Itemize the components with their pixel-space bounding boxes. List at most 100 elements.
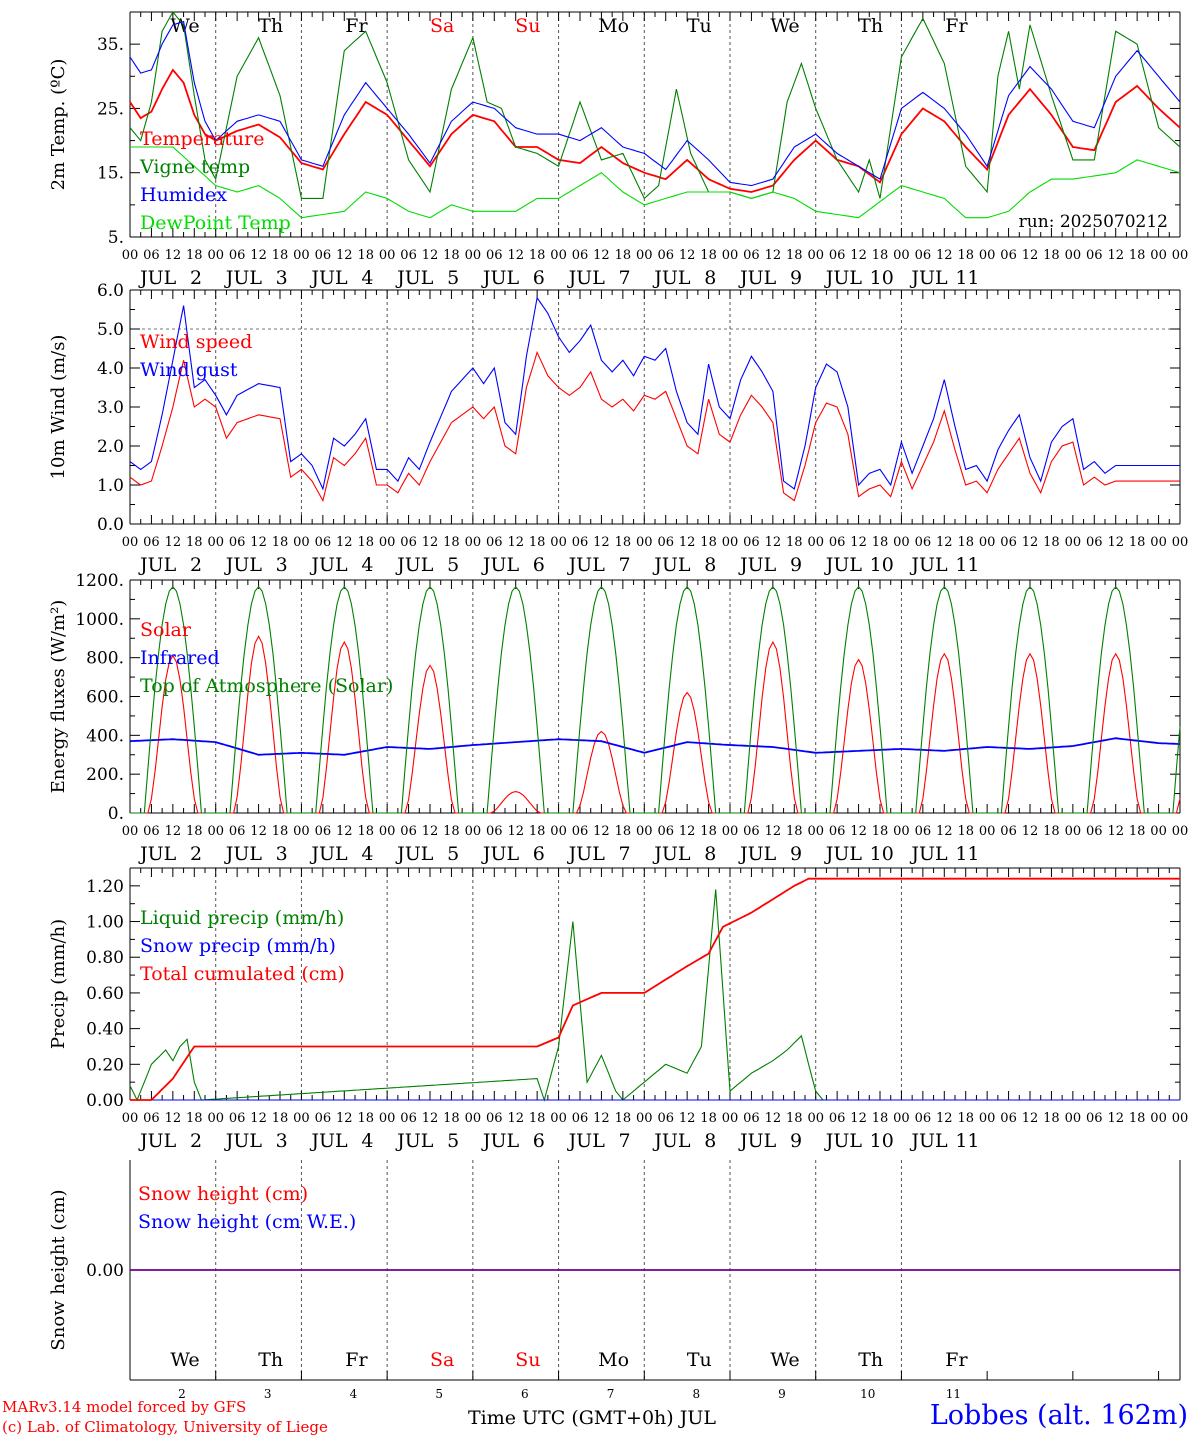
x-hour-label: 06: [1086, 1111, 1103, 1126]
x-day-label: 6: [521, 1387, 529, 1401]
y-tick-label: 0.00: [86, 1261, 124, 1281]
x-hour-label: 00: [122, 248, 139, 263]
x-day-label: 7: [619, 554, 631, 576]
x-hour-label: 12: [593, 824, 610, 839]
x-month-label: JUL: [224, 554, 263, 576]
x-hour-label: 00: [979, 824, 996, 839]
legend-entry: Vigne temp: [139, 156, 250, 178]
x-month-label: JUL: [481, 843, 520, 865]
x-day-label: 8: [704, 267, 716, 289]
x-hour-label: 18: [443, 535, 460, 550]
x-hour-label: 12: [593, 248, 610, 263]
x-day-label: 8: [704, 1130, 716, 1152]
legend-entry: Humidex: [140, 184, 227, 206]
x-hour-label: 12: [250, 1111, 267, 1126]
x-day-label: 6: [533, 267, 545, 289]
weekday-label: Fr: [945, 15, 968, 37]
x-hour-label: 12: [679, 824, 696, 839]
weekday-label: Mo: [598, 1349, 629, 1371]
x-hour-label: 12: [1022, 824, 1039, 839]
x-day-label: 7: [619, 267, 631, 289]
x-hour-label: 12: [165, 824, 182, 839]
x-hour-label: 00: [1150, 535, 1167, 550]
y-axis-label: Snow height (cm): [48, 1189, 69, 1350]
x-axis-title: Time UTC (GMT+0h) JUL: [468, 1407, 716, 1429]
x-month-label: JUL: [309, 267, 348, 289]
x-day-label: 3: [264, 1387, 272, 1401]
x-hour-label: 06: [829, 1111, 846, 1126]
x-hour-label: 00: [1065, 824, 1082, 839]
x-hour-label: 00: [1150, 1111, 1167, 1126]
x-hour-label: 18: [700, 1111, 717, 1126]
x-hour-label: 18: [786, 1111, 803, 1126]
x-hour-label: 06: [229, 535, 246, 550]
x-month-label: JUL: [138, 843, 177, 865]
x-hour-label: 00: [207, 824, 224, 839]
x-hour-label: 00: [893, 824, 910, 839]
x-hour-label: 00: [1065, 535, 1082, 550]
x-hour-label: 18: [272, 248, 289, 263]
legend-entry: DewPoint Temp: [140, 212, 291, 234]
y-tick-label: 200.: [86, 765, 124, 785]
x-hour-label: 18: [186, 1111, 203, 1126]
x-day-label: 9: [790, 267, 802, 289]
x-hour-label: 18: [786, 535, 803, 550]
x-hour-label: 18: [272, 535, 289, 550]
x-month-label: JUL: [481, 1130, 520, 1152]
x-month-label: JUL: [395, 554, 434, 576]
x-hour-label: 06: [315, 824, 332, 839]
x-month-label: JUL: [224, 843, 263, 865]
x-hour-label: 00: [1172, 535, 1189, 550]
x-day-label: 8: [704, 843, 716, 865]
x-hour-label: 00: [1150, 248, 1167, 263]
weekday-label: We: [170, 15, 199, 37]
x-hour-label: 06: [143, 535, 160, 550]
x-hour-label: 12: [507, 824, 524, 839]
x-day-label: 4: [350, 1387, 358, 1401]
x-hour-label: 00: [979, 535, 996, 550]
x-hour-label: 00: [807, 824, 824, 839]
x-hour-label: 18: [443, 824, 460, 839]
x-month-label: JUL: [138, 1130, 177, 1152]
x-month-label: JUL: [738, 267, 777, 289]
y-tick-label: 1000.: [75, 610, 124, 630]
x-hour-label: 18: [357, 535, 374, 550]
x-hour-label: 12: [1107, 248, 1124, 263]
y-axis-label: 10m Wind (m/s): [48, 335, 69, 480]
legend-entry: Wind speed: [140, 331, 252, 353]
x-hour-label: 00: [722, 248, 739, 263]
weekday-label: Fr: [345, 1349, 368, 1371]
x-hour-label: 12: [936, 535, 953, 550]
x-month-label: JUL: [309, 843, 348, 865]
legend-entry: Solar: [140, 619, 192, 641]
x-month-label: JUL: [224, 267, 263, 289]
x-day-label: 5: [447, 843, 459, 865]
weekday-label: Tu: [687, 1349, 712, 1371]
x-day-label: 5: [447, 267, 459, 289]
x-hour-label: 12: [336, 824, 353, 839]
x-hour-label: 00: [1172, 1111, 1189, 1126]
y-tick-label: 5.0: [97, 320, 124, 340]
x-hour-label: 06: [229, 824, 246, 839]
x-hour-label: 06: [1000, 1111, 1017, 1126]
x-day-label: 4: [361, 267, 373, 289]
x-hour-label: 00: [722, 1111, 739, 1126]
x-day-label: 8: [704, 554, 716, 576]
x-hour-label: 00: [893, 248, 910, 263]
x-month-label: JUL: [824, 1130, 863, 1152]
x-hour-label: 18: [615, 248, 632, 263]
x-day-label: 10: [870, 843, 894, 865]
panel-snow: 0.00 Snow height (cm) 2 3 4 5 6 7 8 9 10 11 Time UTC…: [48, 1160, 1181, 1429]
y-tick-label: 3.0: [97, 398, 124, 418]
x-hour-label: 12: [850, 824, 867, 839]
series-line-vigne-temp: [129, 11, 1181, 200]
x-hour-label: 12: [336, 1111, 353, 1126]
x-hour-label: 00: [807, 1111, 824, 1126]
x-hour-label: 06: [1000, 248, 1017, 263]
y-tick-label: 2.0: [97, 437, 124, 457]
series-line-total-cumulated-cm-: [130, 877, 1180, 1101]
x-hour-label: 00: [1065, 1111, 1082, 1126]
x-hour-label: 12: [1107, 824, 1124, 839]
x-hour-label: 12: [593, 535, 610, 550]
x-month-label: JUL: [738, 1130, 777, 1152]
